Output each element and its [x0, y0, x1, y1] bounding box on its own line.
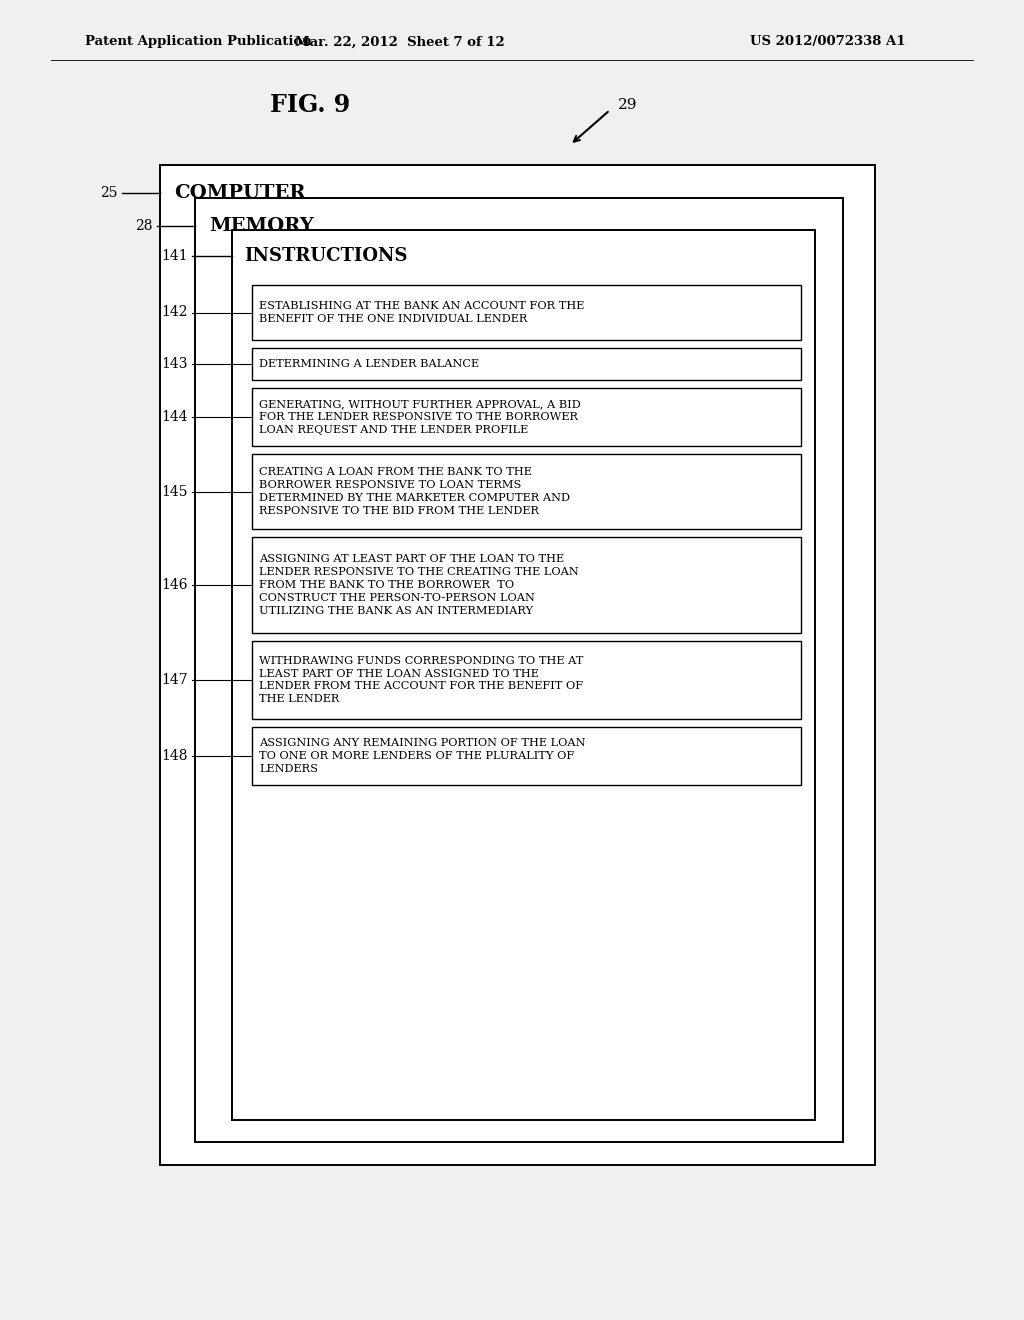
Text: COMPUTER: COMPUTER [174, 183, 305, 202]
Bar [252, 454, 801, 529]
Text: GENERATING, WITHOUT FURTHER APPROVAL, A BID
FOR THE LENDER RESPONSIVE TO THE BOR: GENERATING, WITHOUT FURTHER APPROVAL, A … [259, 399, 581, 434]
Text: DETERMINING A LENDER BALANCE: DETERMINING A LENDER BALANCE [259, 359, 479, 370]
Bar [252, 388, 801, 446]
Bar [195, 198, 843, 1142]
Text: 143: 143 [162, 356, 188, 371]
Text: WITHDRAWING FUNDS CORRESPONDING TO THE AT
LEAST PART OF THE LOAN ASSIGNED TO THE: WITHDRAWING FUNDS CORRESPONDING TO THE A… [259, 656, 584, 704]
Text: 29: 29 [618, 98, 638, 112]
Text: ASSIGNING AT LEAST PART OF THE LOAN TO THE
LENDER RESPONSIVE TO THE CREATING THE: ASSIGNING AT LEAST PART OF THE LOAN TO T… [259, 554, 579, 615]
Text: CREATING A LOAN FROM THE BANK TO THE
BORROWER RESPONSIVE TO LOAN TERMS
DETERMINE: CREATING A LOAN FROM THE BANK TO THE BOR… [259, 467, 570, 516]
Bar [160, 165, 874, 1166]
Text: MEMORY: MEMORY [209, 216, 313, 235]
Bar [252, 642, 801, 719]
Text: 28: 28 [135, 219, 153, 234]
Text: US 2012/0072338 A1: US 2012/0072338 A1 [750, 36, 905, 49]
Text: 25: 25 [100, 186, 118, 201]
Text: 147: 147 [162, 673, 188, 686]
Text: 146: 146 [162, 578, 188, 591]
Text: 144: 144 [162, 411, 188, 424]
Bar [252, 537, 801, 634]
Text: INSTRUCTIONS: INSTRUCTIONS [244, 247, 408, 265]
Text: Mar. 22, 2012  Sheet 7 of 12: Mar. 22, 2012 Sheet 7 of 12 [295, 36, 505, 49]
Text: 142: 142 [162, 305, 188, 319]
Text: 141: 141 [162, 249, 188, 263]
Text: FIG. 9: FIG. 9 [270, 92, 350, 117]
Bar [232, 230, 815, 1119]
Text: 145: 145 [162, 484, 188, 499]
Bar [252, 348, 801, 380]
Text: ESTABLISHING AT THE BANK AN ACCOUNT FOR THE
BENEFIT OF THE ONE INDIVIDUAL LENDER: ESTABLISHING AT THE BANK AN ACCOUNT FOR … [259, 301, 585, 323]
Bar [252, 285, 801, 341]
Bar [252, 727, 801, 785]
Text: ASSIGNING ANY REMAINING PORTION OF THE LOAN
TO ONE OR MORE LENDERS OF THE PLURAL: ASSIGNING ANY REMAINING PORTION OF THE L… [259, 738, 586, 774]
Text: Patent Application Publication: Patent Application Publication [85, 36, 311, 49]
Text: 148: 148 [162, 748, 188, 763]
